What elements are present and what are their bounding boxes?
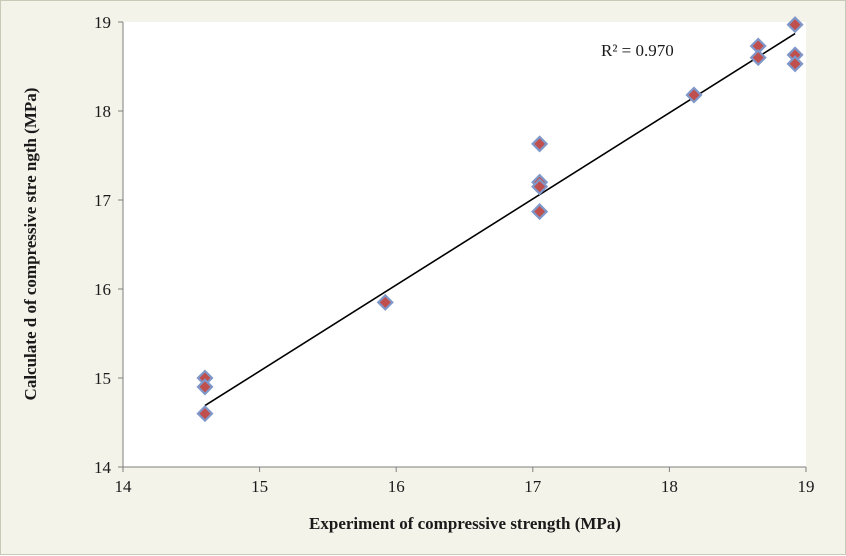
x-tick-label: 16 bbox=[388, 477, 405, 496]
x-tick-label: 14 bbox=[115, 477, 133, 496]
x-tick-label: 15 bbox=[251, 477, 268, 496]
tick-layer: 14 15 16 17 18 19 14 15 16 17 18 19 bbox=[94, 13, 815, 496]
y-axis-title: Calculate d of compressive stre ngth (MP… bbox=[21, 88, 40, 401]
y-tick-label: 15 bbox=[94, 369, 111, 388]
data-point bbox=[786, 16, 804, 34]
y-tick-label: 18 bbox=[94, 102, 111, 121]
y-tick-label: 14 bbox=[94, 458, 112, 477]
data-point bbox=[531, 178, 549, 196]
x-tick-label: 17 bbox=[524, 477, 542, 496]
r-squared-annotation: R² = 0.970 bbox=[601, 41, 674, 60]
data-point bbox=[531, 135, 549, 153]
y-tick-label: 17 bbox=[94, 191, 112, 210]
data-point bbox=[376, 293, 394, 311]
data-point bbox=[531, 203, 549, 221]
data-point bbox=[786, 55, 804, 73]
plot-area bbox=[123, 22, 806, 467]
data-point bbox=[196, 405, 214, 423]
points-layer bbox=[196, 16, 804, 423]
y-tick-label: 16 bbox=[94, 280, 111, 299]
x-axis-title: Experiment of compressive strength (MPa) bbox=[309, 514, 621, 533]
data-point bbox=[749, 49, 767, 67]
x-tick-label: 19 bbox=[798, 477, 815, 496]
data-point bbox=[196, 378, 214, 396]
y-tick-label: 19 bbox=[94, 13, 111, 32]
data-point bbox=[685, 86, 703, 104]
x-tick-label: 18 bbox=[661, 477, 678, 496]
